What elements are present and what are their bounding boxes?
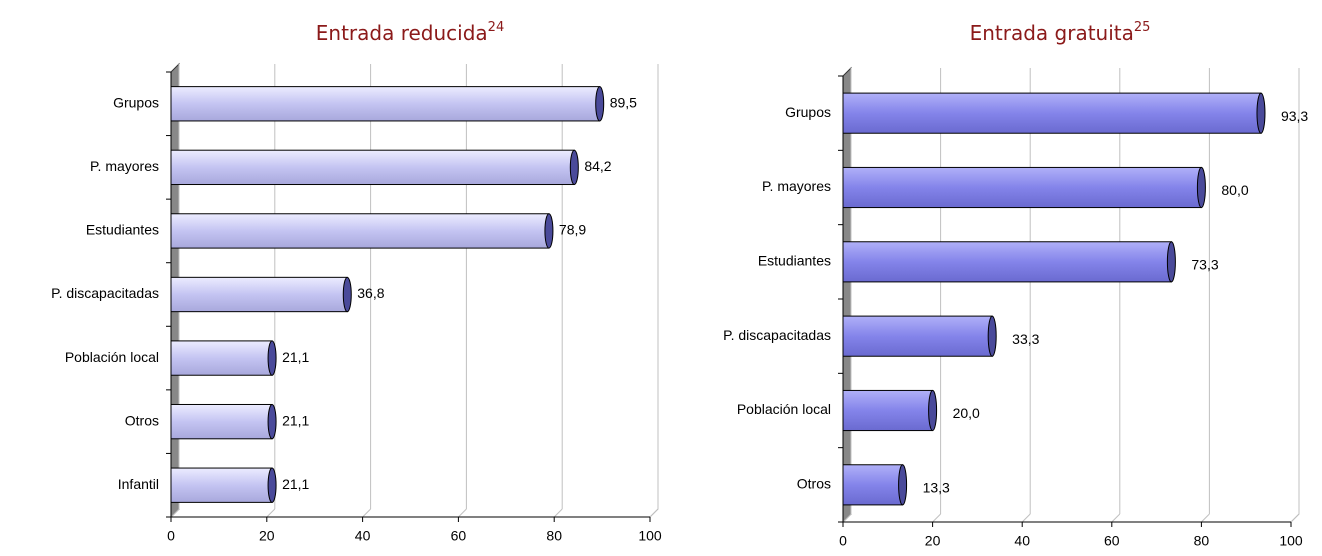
y-tick-label: P. mayores (90, 158, 159, 174)
value-label: 89,5 (610, 94, 637, 110)
x-tick-label: 80 (1194, 533, 1210, 549)
x-tick-label: 40 (355, 528, 371, 544)
grid-floor (266, 508, 276, 518)
value-label: 21,1 (282, 476, 309, 492)
bar-cap (544, 213, 554, 249)
value-label: 84,2 (584, 158, 611, 174)
bar-cap (1166, 241, 1176, 283)
grid-floor (170, 508, 180, 518)
bar-cap (267, 467, 277, 503)
bar-cap (267, 403, 277, 440)
bar-cap (1196, 166, 1206, 209)
bar (842, 464, 904, 506)
y-tick-label: Otros (797, 476, 831, 492)
bar-cap (987, 315, 997, 357)
chart-title: Entrada reducida24 (316, 20, 504, 45)
y-tick-label: P. discapacitadas (723, 327, 831, 343)
bar (842, 92, 1262, 134)
x-tick-label: 20 (259, 528, 275, 544)
bar (170, 403, 273, 440)
bar-cap (342, 276, 352, 313)
y-tick-label: Población local (65, 349, 159, 365)
x-tick-label: 0 (839, 533, 847, 549)
y-tick-label: P. discapacitadas (51, 285, 159, 301)
bar-cap (928, 389, 938, 432)
bar (170, 340, 273, 376)
value-label: 33,3 (1012, 331, 1039, 347)
bar (170, 149, 575, 186)
bar (842, 315, 993, 357)
x-tick-label: 100 (638, 528, 662, 544)
grid-floor (1111, 513, 1121, 523)
bar-cap (595, 86, 605, 122)
y-tick-label: Grupos (113, 94, 159, 110)
bar-cap (1256, 92, 1266, 134)
bar (842, 389, 934, 432)
title-text: Entrada reducida (316, 21, 488, 45)
grid-floor (553, 508, 563, 518)
value-label: 93,3 (1281, 108, 1308, 124)
grid-floor (458, 508, 467, 518)
bar (170, 467, 273, 503)
y-tick-label: Estudiantes (86, 222, 159, 238)
grid-floor (1021, 513, 1031, 523)
bar-cap (898, 464, 908, 506)
value-label: 73,3 (1191, 257, 1218, 273)
bar-cap (569, 149, 579, 186)
x-tick-label: 40 (1014, 533, 1030, 549)
value-label: 80,0 (1221, 182, 1248, 198)
plot-frame (1290, 68, 1300, 523)
plot-frame (649, 64, 659, 518)
grid-floor (649, 508, 659, 518)
bar-cap (267, 340, 277, 376)
grid-floor (842, 513, 852, 523)
grid-floor (362, 508, 371, 518)
chart-title: Entrada gratuita25 (970, 20, 1151, 45)
x-tick-label: 60 (1104, 533, 1120, 549)
x-tick-label: 80 (546, 528, 562, 544)
value-label: 13,3 (923, 480, 950, 496)
y-tick-label: Otros (125, 412, 159, 428)
title-superscript: 25 (1134, 20, 1151, 35)
value-label: 78,9 (559, 222, 586, 238)
y-tick-label: P. mayores (762, 178, 831, 194)
x-tick-label: 20 (925, 533, 941, 549)
bar (170, 276, 348, 313)
y-tick-label: Población local (737, 401, 831, 417)
y-tick-label: Grupos (785, 104, 831, 120)
y-tick-label: Infantil (118, 476, 159, 492)
grid-floor (1290, 513, 1300, 523)
value-label: 36,8 (357, 285, 384, 301)
value-label: 21,1 (282, 412, 309, 428)
bar (170, 213, 550, 249)
value-label: 20,0 (953, 405, 980, 421)
bar (842, 241, 1172, 283)
title-superscript: 24 (488, 20, 505, 35)
bar (842, 166, 1202, 209)
x-tick-label: 60 (451, 528, 467, 544)
y-tick-label: Estudiantes (758, 253, 831, 269)
value-label: 21,1 (282, 349, 309, 365)
plot-wall (842, 66, 852, 524)
x-tick-label: 100 (1279, 533, 1303, 549)
grid-floor (932, 513, 941, 523)
bar (170, 86, 601, 122)
x-tick-label: 0 (167, 528, 175, 544)
title-text: Entrada gratuita (970, 21, 1134, 45)
grid-floor (1201, 513, 1210, 523)
